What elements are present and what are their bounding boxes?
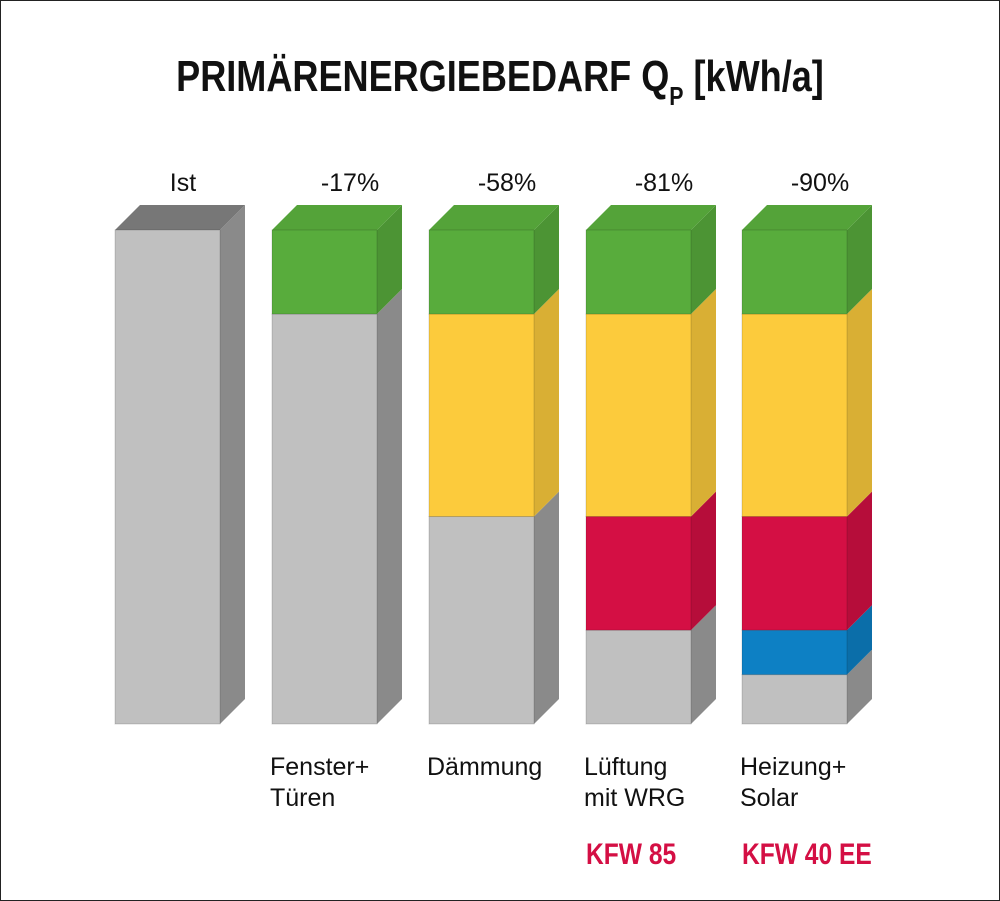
category-label-4-line2: mit WRG: [584, 784, 685, 812]
bar-5-segment-2-side: [847, 605, 872, 675]
bar-4-segment-4-front: [586, 230, 691, 314]
bar-5-segment-2-front: [742, 630, 847, 675]
bar-1-segment-1-edge: [114, 229, 221, 725]
bar-2-top-face: [272, 205, 402, 230]
top-label-3: -58%: [478, 169, 536, 197]
bar-4-top-face: [586, 205, 716, 230]
bar-2-segment-1-front: [272, 313, 377, 724]
bar-5-segment-3-front: [742, 516, 847, 631]
bar-1-top-face: [115, 205, 245, 230]
bar-5-segment-5-edge: [741, 229, 848, 315]
bar-5-segment-4-side: [847, 288, 872, 517]
bar-4-segment-4-edge: [585, 229, 692, 315]
bar-3-segment-1-side: [534, 491, 559, 724]
bar-5-segment-5-side: [847, 205, 872, 314]
bar-2-segment-2-edge: [271, 229, 378, 315]
category-label-2-line2: Türen: [270, 784, 335, 812]
bar-4-segment-3-side: [691, 288, 716, 517]
bar-4-segment-2-front: [586, 516, 691, 631]
bar-4-segment-4-side: [691, 205, 716, 314]
bar-2-segment-2-side: [377, 205, 402, 314]
bar-5-segment-1-front: [742, 674, 847, 724]
top-label-1: Ist: [170, 169, 196, 197]
bar-3-segment-3-front: [429, 230, 534, 314]
bar-5-segment-5-front: [742, 230, 847, 314]
bar-4-segment-2-side: [691, 491, 716, 631]
bar-3-segment-3-edge: [428, 229, 535, 315]
bar-3-segment-1-front: [429, 516, 534, 724]
chart-title: PRIMÄRENERGIEBEDARF QP [kWh/a]: [90, 52, 910, 111]
bar-4-segment-1-front: [586, 630, 691, 724]
bar-1-segment-1-front: [115, 230, 220, 724]
bar-5-segment-3-side: [847, 491, 872, 631]
category-label-5-line1: Heizung+: [740, 753, 846, 781]
bar-2-segment-2-front: [272, 230, 377, 314]
title-main: PRIMÄRENERGIEBEDARF Q: [176, 52, 670, 101]
top-label-4: -81%: [635, 169, 693, 197]
bar-4-segment-1-side: [691, 605, 716, 724]
bar-3-top-face: [429, 205, 559, 230]
bar-1-segment-1-side: [220, 205, 245, 724]
bar-5-segment-1-side: [847, 649, 872, 724]
kfw-badge-5: KFW 40 EE: [742, 837, 872, 871]
category-label-5-line2: Solar: [740, 784, 798, 812]
category-label-2-line1: Fenster+: [270, 753, 369, 781]
bar-3-segment-2-side: [534, 288, 559, 517]
bar-2-segment-1-side: [377, 288, 402, 724]
title-subscript: P: [669, 81, 684, 111]
top-label-2: -17%: [321, 169, 379, 197]
category-label-3-line1: Dämmung: [427, 753, 542, 781]
top-label-5: -90%: [791, 169, 849, 197]
category-label-4-line1: Lüftung: [584, 753, 667, 781]
bar-4-segment-3-front: [586, 313, 691, 517]
bar-5-top-face: [742, 205, 872, 230]
title-unit: [kWh/a]: [683, 52, 824, 101]
kfw-badge-4: KFW 85: [586, 837, 676, 871]
bar-5-segment-4-front: [742, 313, 847, 517]
bar-3-segment-3-side: [534, 205, 559, 314]
bar-3-segment-2-front: [429, 313, 534, 517]
